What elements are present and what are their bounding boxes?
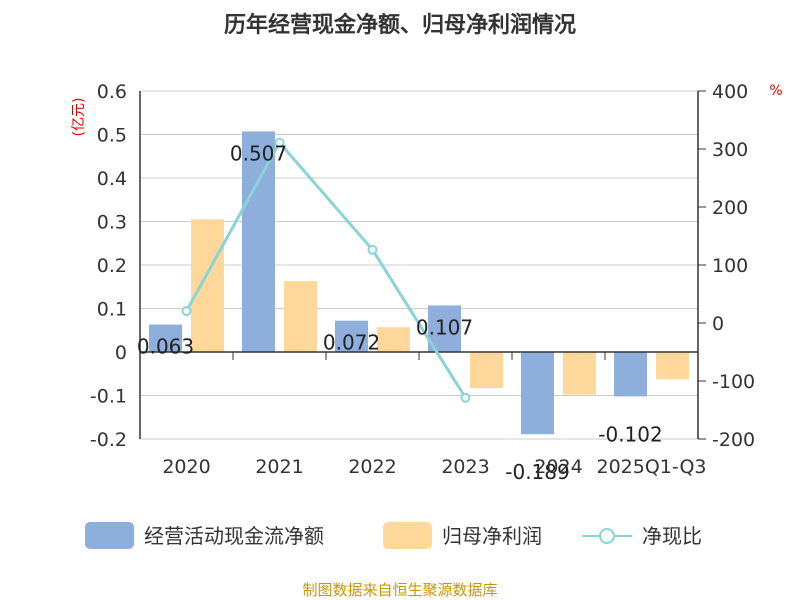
right-tick-label: 400: [712, 81, 748, 103]
legend-swatch-net-profit: [383, 522, 432, 549]
bar-net-profit: [191, 219, 224, 352]
right-tick-label: -100: [712, 371, 755, 393]
bar-operating-cashflow: [242, 131, 275, 352]
left-tick-label: -0.2: [90, 429, 127, 451]
right-tick-label: 100: [712, 255, 748, 277]
ratio-point: [181, 306, 192, 317]
bar-operating-cashflow: [335, 320, 368, 352]
tick-labels: 0.6 0.5 0.4 0.3 0.2 0.1 0 -0.1 -0.2 400 300 200 100 0…: [90, 81, 755, 478]
legend[interactable]: 经营活动现金流净额 归母净利润 净现比: [85, 522, 702, 549]
legend-item-operating-cashflow[interactable]: 经营活动现金流净额: [85, 522, 324, 549]
data-label: 0.107: [416, 315, 473, 339]
right-tick-label: -200: [712, 429, 755, 451]
x-tick-label: 2021: [255, 456, 303, 478]
data-label: 0.507: [230, 141, 287, 165]
bar-net-profit: [470, 352, 503, 389]
x-tick-label: 2025Q1-Q3: [597, 456, 707, 478]
x-tick-label: 2024: [534, 456, 582, 478]
left-tick-label: 0.5: [97, 125, 127, 147]
left-axis-unit: (亿元): [71, 98, 87, 137]
right-tick-label: 200: [712, 197, 748, 219]
right-axis-unit: %: [769, 83, 782, 99]
left-tick-label: 0.2: [97, 255, 127, 277]
ratio-line-path: [185, 140, 467, 399]
bar-operating-cashflow: [149, 324, 182, 352]
legend-label-net-profit: 归母净利润: [442, 524, 542, 548]
data-label: 0.063: [137, 335, 194, 359]
bar-operating-cashflow: [521, 352, 554, 435]
axes: [139, 90, 706, 440]
legend-label-operating-cashflow: 经营活动现金流净额: [144, 524, 324, 548]
legend-swatch-operating-cashflow: [85, 522, 134, 549]
left-tick-label: 0.1: [97, 299, 127, 321]
left-tick-label: 0.6: [97, 81, 127, 103]
data-label: 0.072: [323, 331, 380, 355]
data-label: -0.102: [598, 422, 662, 446]
legend-marker-cash-ratio: [599, 528, 615, 544]
bar-net-profit: [656, 352, 689, 380]
ratio-point: [274, 137, 285, 148]
ratio-point: [367, 244, 378, 255]
x-tick-label: 2022: [348, 456, 396, 478]
legend-label-cash-ratio: 净现比: [642, 524, 702, 548]
legend-item-cash-ratio[interactable]: 净现比: [582, 524, 702, 548]
left-tick-label: -0.1: [90, 386, 127, 408]
bar-net-profit: [377, 327, 410, 352]
bars: [149, 131, 689, 435]
legend-item-net-profit[interactable]: 归母净利润: [383, 522, 542, 549]
right-tick-label: 300: [712, 139, 748, 161]
right-tick-label: 0: [712, 313, 724, 335]
bar-net-profit: [563, 352, 596, 395]
data-labels: 0.063 0.507 0.072 0.107 -0.189 -0.102: [137, 141, 663, 484]
source-note: 制图数据来自恒生聚源数据库: [302, 581, 497, 599]
ratio-line: [181, 137, 471, 403]
data-label: -0.189: [505, 460, 569, 484]
left-tick-label: 0: [115, 342, 127, 364]
x-tick-label: 2020: [162, 456, 210, 478]
left-tick-label: 0.4: [97, 168, 127, 190]
bar-net-profit: [284, 281, 317, 352]
x-tick-label: 2023: [441, 456, 489, 478]
chart-title: 历年经营现金净额、归母净利润情况: [224, 12, 576, 38]
bar-operating-cashflow: [614, 352, 647, 397]
ratio-point: [460, 392, 471, 403]
left-tick-label: 0.3: [97, 212, 127, 234]
